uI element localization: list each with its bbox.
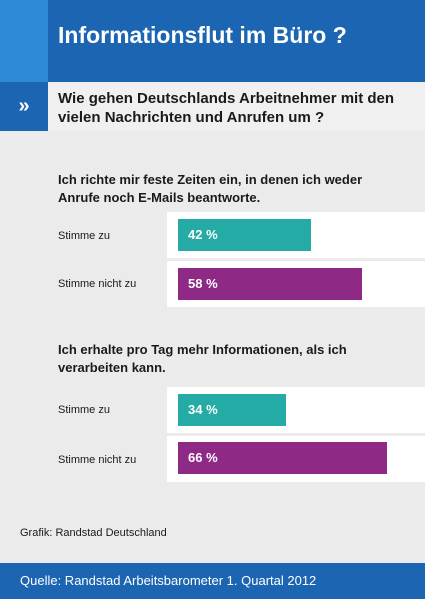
survey-question: Wie gehen Deutschlands Arbeitnehmer mit … — [58, 90, 395, 126]
chart-1-label-disagree: Stimme nicht zu — [58, 278, 137, 290]
chart-2-statement: Ich erhalte pro Tag mehr Informationen, … — [58, 342, 347, 375]
header-banner: Informationsflut im Büro ? — [0, 0, 425, 82]
chart-2-value-disagree: 66 % — [188, 450, 218, 465]
chart-1-bar-disagree: 58 % — [178, 268, 362, 300]
chart-2-value-agree: 34 % — [188, 402, 218, 417]
chart-2-label-agree: Stimme zu — [58, 404, 110, 416]
chart-1-bar-agree: 42 % — [178, 219, 311, 251]
header-accent-block — [0, 0, 48, 82]
chart-2-label-disagree: Stimme nicht zu — [58, 454, 137, 466]
chart-1-value-agree: 42 % — [188, 227, 218, 242]
chart-panel — [0, 131, 425, 563]
footer-banner: Quelle: Randstad Arbeitsbarometer 1. Qua… — [0, 563, 425, 599]
chart-2-bar-disagree: 66 % — [178, 442, 387, 474]
chart-1-label-agree: Stimme zu — [58, 230, 110, 242]
graphic-credit: Grafik: Randstad Deutschland — [20, 527, 167, 539]
chevron-right-icon: » — [0, 82, 48, 131]
chart-1-statement: Ich richte mir feste Zeiten ein, in dene… — [58, 172, 363, 205]
question-band — [0, 82, 425, 131]
chart-2-bar-agree: 34 % — [178, 394, 286, 426]
page-title: Informationsflut im Büro ? — [58, 22, 347, 48]
source-note: Quelle: Randstad Arbeitsbarometer 1. Qua… — [20, 573, 317, 588]
chart-1-value-disagree: 58 % — [188, 276, 218, 291]
